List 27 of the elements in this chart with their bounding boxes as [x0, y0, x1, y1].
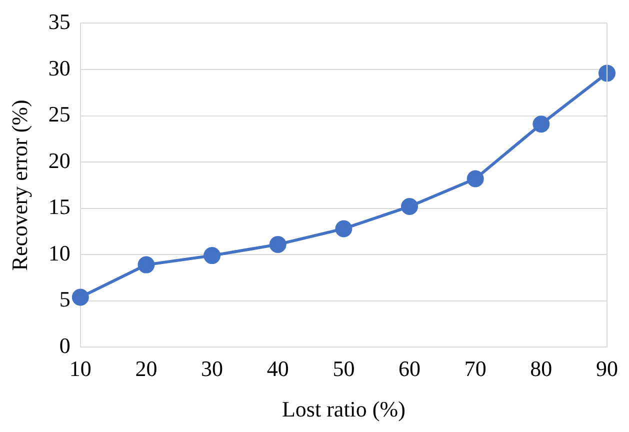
y-axis-title: Recovery error (%): [6, 100, 32, 271]
point: [204, 247, 221, 264]
point: [138, 256, 155, 274]
y-tick-label: 35: [48, 8, 70, 34]
point: [401, 198, 418, 215]
x-tick-label: 30: [201, 356, 224, 382]
y-tick-label: 25: [48, 102, 70, 127]
y-tick-label: 10: [48, 240, 70, 266]
x-tick-label: 80: [530, 356, 552, 382]
y-tick-label: 5: [59, 286, 70, 312]
x-tick-label: 60: [398, 356, 421, 382]
x-tick-label: 50: [332, 356, 355, 382]
x-tick-label: 20: [135, 356, 158, 382]
x-tick-label: 90: [596, 356, 618, 382]
x-tick-label: 40: [266, 356, 289, 382]
point: [466, 170, 484, 188]
y-tick-label: 30: [48, 55, 70, 80]
x-axis-title: Lost ratio (%): [282, 396, 406, 422]
y-tick-label: 0: [59, 332, 70, 358]
point: [532, 116, 550, 133]
point: [598, 64, 616, 82]
x-tick-label: 70: [464, 356, 486, 382]
point: [72, 288, 89, 306]
y-tick-label: 15: [48, 194, 70, 220]
y-tick-label: 20: [48, 148, 70, 173]
point: [269, 236, 286, 253]
point: [335, 220, 352, 238]
